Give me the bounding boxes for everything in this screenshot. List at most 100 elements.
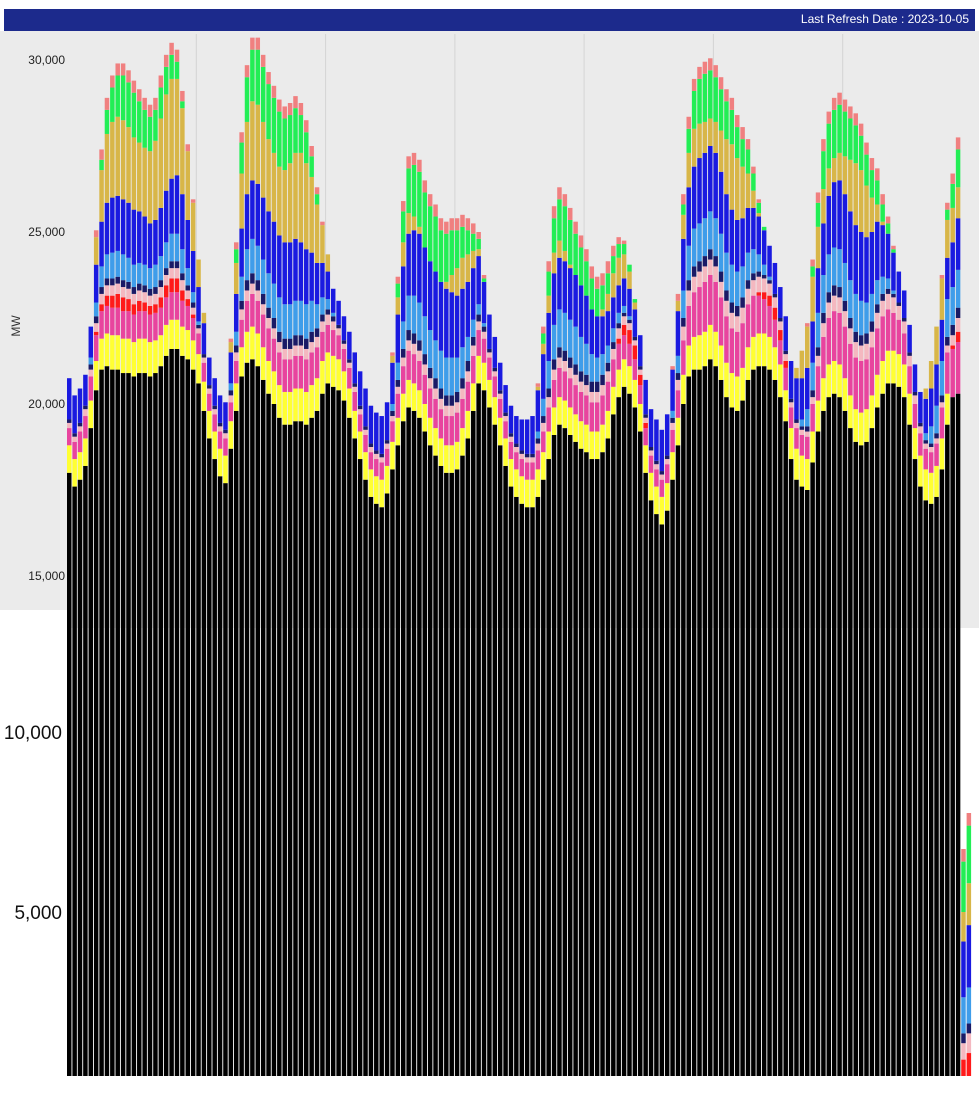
bar-segment-lightblue [869, 293, 875, 322]
bar-segment-lightpink [761, 278, 767, 293]
bar-segment-green [761, 226, 767, 231]
bar-segment-gold [190, 202, 196, 251]
bar-segment-yellow [201, 381, 207, 411]
bar-segment-green [153, 109, 158, 141]
bar-segment-gold [961, 912, 966, 942]
bar-segment-lightpink [853, 342, 858, 358]
bar-segment-salmon [260, 54, 266, 67]
bar-segment-yellow [794, 448, 799, 480]
bar-segment-lightblue [476, 304, 481, 315]
bar-segment-green [287, 115, 293, 164]
bar-segment-lightpink [417, 350, 422, 361]
bar-segment-salmon [745, 139, 751, 150]
bar-segment-base [67, 472, 72, 1076]
bar-segment-gold [460, 257, 465, 289]
bar-segment-base [492, 424, 498, 1076]
bar-segment-pink [761, 299, 767, 334]
bar-segment-base [918, 486, 923, 1076]
bar-segment-lightpink [702, 266, 708, 282]
bar-segment-navy [207, 385, 212, 389]
bar-segment-navy [223, 429, 228, 434]
bar-segment-blue [853, 225, 858, 294]
bar-segment-gold [551, 252, 557, 274]
bar-segment-yellow [810, 431, 815, 463]
bar-segment-green [589, 278, 595, 310]
bar-segment-pink [131, 314, 137, 343]
bar-segment-lightblue [277, 297, 282, 332]
bar-segment-gold [842, 156, 848, 195]
bar-segment-lightblue [589, 354, 595, 382]
bar-segment-base [217, 476, 223, 1076]
bar-segment-lightpink [907, 355, 912, 367]
bar-segment-lightpink [670, 422, 675, 430]
bar-segment-yellow [514, 469, 519, 497]
bar-segment-lightblue [805, 409, 810, 427]
bar-segment-lightpink [718, 281, 724, 298]
bar-segment-base [912, 459, 918, 1076]
bar-segment-navy [433, 378, 438, 389]
bar-segment-lightblue [196, 321, 201, 325]
bar-segment-pink [805, 436, 810, 460]
bar-segment-lightpink [923, 443, 929, 449]
bar-segment-lightpink [185, 290, 190, 300]
bar-segment-salmon [853, 113, 858, 126]
bar-segment-blue [918, 391, 923, 423]
bar-segment-green [395, 283, 401, 298]
bar-segment-navy [718, 271, 724, 282]
bar-segment-red [638, 374, 643, 386]
bar-segment-navy [557, 347, 562, 358]
bar-segment-pink [153, 312, 158, 341]
bar-segment-blue [454, 295, 460, 358]
bar-segment-pink [611, 359, 616, 387]
bar-segment-pink [885, 309, 891, 351]
bar-segment-salmon [848, 106, 853, 119]
bar-segment-gold [131, 137, 137, 210]
bar-segment-lightpink [126, 288, 131, 300]
bar-segment-base [621, 386, 627, 1076]
bar-segment-navy [901, 318, 907, 322]
bar-segment-lightpink [659, 474, 665, 480]
bar-segment-yellow [438, 438, 444, 466]
bar-segment-lightpink [131, 293, 137, 305]
bar-segment-yellow [357, 431, 363, 460]
bar-segment-salmon [460, 214, 465, 227]
bar-segment-base [831, 393, 837, 1076]
bar-segment-base [298, 421, 304, 1076]
bar-segment-red [966, 1053, 972, 1076]
bar-segment-lightblue [621, 305, 627, 313]
bar-segment-blue [471, 268, 476, 320]
bar-segment-navy [217, 422, 223, 427]
bar-segment-pink [875, 328, 880, 375]
bar-segment-base [471, 410, 476, 1076]
bar-segment-lightblue [395, 362, 401, 380]
bar-segment-lightpink [250, 283, 255, 294]
bar-segment-base [950, 397, 955, 1076]
bar-segment-navy [320, 314, 325, 322]
bar-segment-green [250, 49, 255, 102]
bar-segment-navy [805, 426, 810, 432]
bar-segment-salmon [945, 202, 950, 210]
bar-segment-red [955, 331, 961, 343]
bar-segment-pink [783, 367, 788, 391]
bar-segment-yellow [411, 383, 417, 411]
bar-segment-lightblue [293, 300, 298, 336]
bar-segment-base [422, 431, 428, 1076]
bar-segment-base [778, 397, 783, 1076]
bar-segment-lightblue [600, 354, 605, 375]
bar-segment-gold [239, 173, 244, 229]
bar-segment-pink [465, 381, 471, 411]
bar-segment-yellow [907, 393, 912, 425]
bar-segment-lightblue [842, 262, 848, 301]
bar-segment-lightpink [562, 361, 568, 372]
bar-segment-blue [158, 207, 164, 257]
bar-segment-lightpink [444, 405, 449, 417]
bar-segment-navy [497, 390, 503, 394]
bar-segment-green [158, 87, 164, 119]
bar-segment-blue [740, 218, 745, 267]
bar-segment-navy [368, 443, 374, 447]
bar-segment-blue [794, 378, 799, 420]
bar-segment-gold [632, 302, 638, 310]
bar-segment-yellow [115, 335, 120, 370]
bar-segment-salmon [266, 72, 271, 85]
bar-segment-base [400, 421, 406, 1076]
